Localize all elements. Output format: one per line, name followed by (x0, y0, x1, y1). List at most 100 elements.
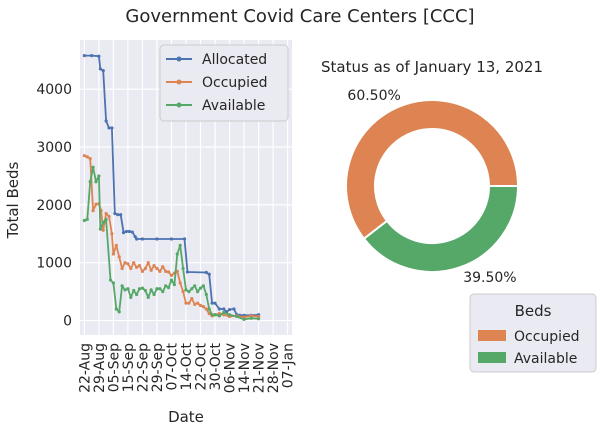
line-chart-series (82, 54, 261, 321)
series-point-available (196, 290, 200, 294)
series-point-occupied (126, 262, 130, 266)
series-point-available (222, 310, 226, 315)
series-point-available (94, 180, 98, 184)
donut-slices (345, 99, 520, 273)
series-point-allocated (107, 126, 111, 130)
series-point-occupied (178, 281, 182, 285)
series-point-allocated (130, 230, 134, 234)
series-point-allocated (207, 272, 211, 276)
series-point-allocated (104, 119, 108, 123)
series-point-occupied (196, 301, 200, 305)
series-point-occupied (201, 305, 206, 309)
series-point-occupied (187, 301, 191, 305)
series-point-available (82, 218, 86, 223)
donut-slice-occupied (345, 99, 520, 241)
series-point-allocated (169, 237, 174, 241)
series-point-available (123, 288, 127, 292)
series-point-available (207, 307, 211, 311)
series-point-occupied (204, 307, 208, 311)
y-tick-label: 4000 (36, 82, 72, 98)
series-point-available (98, 227, 102, 231)
series-point-available (235, 314, 239, 319)
series-point-occupied (110, 232, 114, 236)
series-point-occupied (135, 265, 139, 269)
series-point-allocated (155, 237, 159, 241)
line-chart-legend: Allocated Occupied Available (159, 44, 289, 122)
line-chart: 0 1000 2000 3000 4000 22-Aug29-Aug05-Sep15-S… (4, 40, 297, 426)
series-point-occupied (91, 209, 95, 213)
series-point-available (114, 307, 118, 311)
series-point-occupied (184, 301, 188, 305)
legend-marker (176, 102, 182, 108)
series-point-occupied (146, 261, 150, 265)
x-tick-label: 30-Oct (208, 342, 224, 390)
series-point-occupied (114, 243, 118, 247)
series-point-available (149, 288, 153, 292)
series-point-occupied (257, 314, 261, 319)
series-point-available (198, 286, 203, 290)
series-point-available (175, 252, 179, 256)
legend-label: Available (514, 351, 577, 367)
series-point-occupied (190, 296, 194, 301)
donut-slice-label: 39.50% (463, 270, 516, 286)
legend-swatch (478, 352, 506, 363)
legend-label: Occupied (202, 75, 268, 91)
series-point-occupied (107, 214, 111, 219)
series-point-allocated (121, 231, 126, 235)
series-point-occupied (101, 228, 105, 232)
series-point-occupied (140, 269, 145, 273)
series-point-available (181, 266, 185, 271)
series-point-occupied (169, 273, 174, 278)
series-point-allocated (110, 126, 114, 130)
series-point-available (155, 287, 159, 291)
donut-chart-legend: Beds Occupied Available (469, 293, 597, 373)
series-point-available (140, 286, 145, 290)
series-point-allocated (140, 237, 145, 241)
series-point-available (108, 278, 113, 282)
series-point-available (137, 287, 142, 291)
series-point-allocated (119, 213, 123, 217)
x-axis-ticks: 22-Aug29-Aug05-Sep15-Sep22-Sep29-Sep07-O… (77, 342, 296, 393)
series-point-occupied (158, 269, 162, 273)
series-point-available (187, 290, 191, 294)
series-point-allocated (124, 229, 129, 234)
series-point-available (101, 220, 105, 224)
series-point-allocated (232, 307, 236, 311)
x-tick-label: 29-Aug (92, 343, 108, 393)
y-tick-label: 3000 (36, 140, 72, 156)
series-point-allocated (98, 67, 102, 71)
x-tick-label: 29-Sep (150, 343, 166, 392)
y-tick-label: 1000 (36, 256, 72, 272)
x-tick-label: 14-Oct (179, 342, 195, 390)
x-tick-label: 06-Nov (223, 343, 239, 393)
legend-marker (176, 56, 182, 62)
series-point-available (158, 287, 162, 291)
series-point-occupied (132, 261, 136, 265)
series-point-available (193, 284, 197, 288)
series-point-occupied (143, 266, 147, 271)
series-point-allocated (127, 229, 131, 234)
series-point-available (104, 217, 108, 221)
x-tick-label: 22-Sep (135, 343, 151, 392)
series-point-allocated (101, 69, 105, 73)
x-tick-label: 28-Nov (266, 343, 282, 393)
series-point-occupied (155, 266, 159, 271)
series-point-available (166, 285, 171, 290)
series-point-available (126, 287, 130, 291)
series-point-available (164, 284, 168, 288)
x-tick-label: 21-Nov (252, 343, 268, 393)
series-point-available (85, 217, 89, 221)
legend-marker (176, 79, 182, 85)
series-point-allocated (222, 307, 226, 311)
series-point-available (117, 310, 121, 314)
series-point-occupied (88, 156, 92, 161)
series-point-available (97, 174, 101, 178)
series-point-allocated (90, 54, 94, 58)
series-point-available (204, 292, 208, 297)
series-point-available (143, 288, 147, 293)
x-tick-label: 07-Oct (164, 342, 180, 390)
x-tick-label: 22-Oct (194, 342, 210, 390)
x-axis-label: Date (168, 408, 204, 426)
x-tick-label: 05-Sep (106, 343, 122, 392)
series-point-occupied (120, 266, 124, 271)
